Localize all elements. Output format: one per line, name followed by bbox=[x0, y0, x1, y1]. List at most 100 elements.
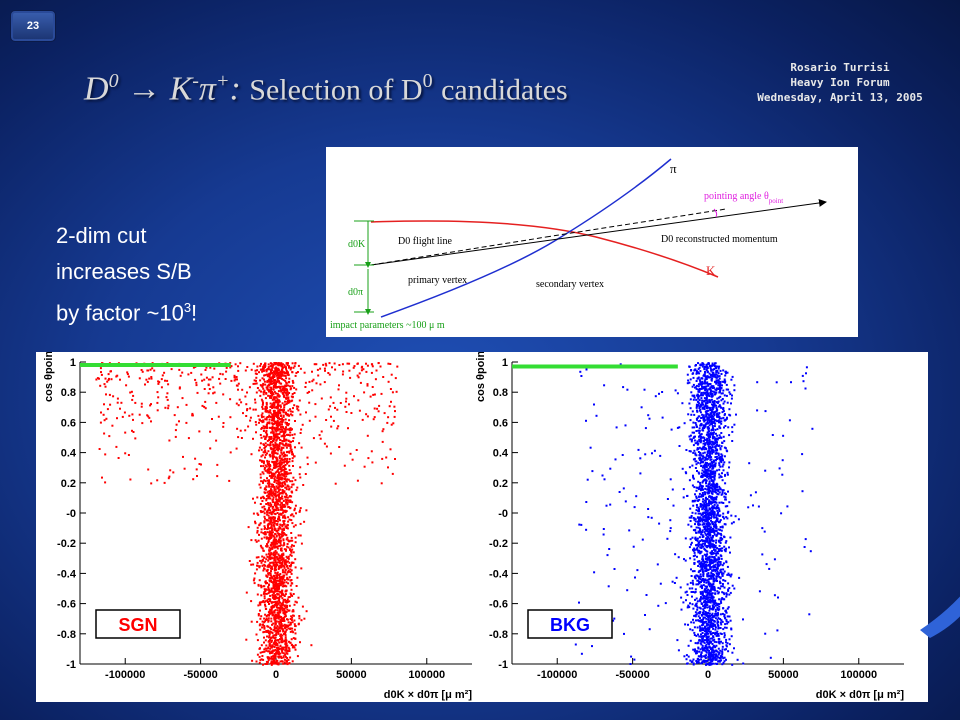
scatter-point bbox=[264, 446, 266, 449]
scatter-point bbox=[714, 614, 717, 617]
scatter-point bbox=[721, 441, 724, 444]
scatter-point bbox=[329, 405, 332, 408]
scatter-point bbox=[710, 526, 713, 529]
scatter-point bbox=[272, 451, 275, 454]
scatter-point bbox=[256, 529, 259, 532]
scatter-point bbox=[272, 445, 275, 448]
scatter-point bbox=[262, 663, 264, 666]
scatter-point bbox=[706, 476, 709, 479]
scatter-point bbox=[260, 459, 263, 462]
scatter-point bbox=[301, 423, 304, 426]
scatter-point bbox=[356, 374, 359, 377]
scatter-point bbox=[250, 539, 253, 542]
scatter-point bbox=[726, 615, 729, 618]
scatter-point bbox=[701, 648, 704, 650]
scatter-point bbox=[293, 365, 296, 368]
scatter-point bbox=[280, 506, 283, 509]
scatter-point bbox=[273, 559, 276, 562]
scatter-point bbox=[271, 604, 274, 607]
scatter-point bbox=[275, 540, 277, 543]
scatter-point bbox=[708, 544, 711, 547]
scatter-point bbox=[262, 592, 265, 595]
scatter-point bbox=[263, 536, 266, 539]
scatter-point bbox=[713, 425, 716, 428]
scatter-point bbox=[288, 366, 290, 369]
scatter-point bbox=[698, 388, 701, 390]
y-tick-label-1-6: -0.2 bbox=[489, 538, 508, 550]
scatter-point bbox=[711, 462, 714, 465]
scatter-point bbox=[742, 662, 745, 665]
scatter-point bbox=[701, 403, 704, 406]
impact-label: impact parameters ~100 μ m bbox=[330, 320, 445, 331]
scatter-point bbox=[290, 449, 293, 452]
scatter-point bbox=[270, 662, 273, 665]
scatter-point bbox=[267, 527, 270, 530]
scatter-point bbox=[291, 513, 294, 516]
scatter-point bbox=[285, 549, 287, 552]
scatter-point bbox=[261, 559, 264, 562]
scatter-point bbox=[279, 508, 282, 511]
scatter-point bbox=[731, 394, 733, 397]
scatter-point bbox=[279, 584, 282, 587]
scatter-point bbox=[262, 430, 265, 432]
scatter-point bbox=[282, 603, 284, 606]
scatter-point bbox=[271, 623, 273, 626]
scatter-point bbox=[695, 384, 698, 387]
scatter-point bbox=[271, 472, 273, 475]
scatter-point bbox=[728, 638, 731, 641]
scatter-point bbox=[719, 427, 722, 430]
scatter-point bbox=[692, 476, 695, 479]
scatter-point bbox=[277, 579, 280, 582]
scatter-point bbox=[270, 655, 273, 658]
scatter-point bbox=[731, 440, 734, 442]
scatter-point bbox=[387, 416, 390, 419]
scatter-point bbox=[288, 392, 291, 394]
scatter-point bbox=[131, 413, 134, 416]
scatter-point bbox=[277, 423, 280, 426]
scatter-point bbox=[299, 641, 301, 644]
scatter-point bbox=[708, 663, 711, 666]
scatter-point bbox=[297, 534, 300, 537]
scatter-point bbox=[182, 455, 184, 458]
scatter-point bbox=[728, 587, 731, 590]
scatter-point bbox=[386, 421, 389, 424]
scatter-point bbox=[101, 476, 103, 479]
scatter-point bbox=[272, 440, 275, 443]
scatter-point bbox=[704, 548, 707, 551]
scatter-point bbox=[728, 593, 731, 596]
scatter-point bbox=[705, 645, 707, 648]
scatter-point bbox=[699, 370, 702, 373]
scatter-point bbox=[329, 452, 332, 455]
scatter-point bbox=[692, 607, 695, 610]
scatter-point bbox=[253, 577, 256, 580]
scatter-point bbox=[714, 441, 717, 444]
scatter-point bbox=[700, 465, 703, 467]
scatter-point bbox=[264, 383, 267, 386]
scatter-point bbox=[712, 635, 714, 638]
scatter-point bbox=[348, 403, 350, 406]
pointing-angle-text: pointing angle θ bbox=[704, 191, 769, 202]
scatter-point bbox=[268, 554, 271, 557]
scatter-point bbox=[260, 584, 262, 587]
scatter-point bbox=[700, 454, 703, 457]
scatter-point bbox=[706, 450, 709, 453]
scatter-point bbox=[288, 419, 291, 422]
scatter-point bbox=[116, 401, 119, 404]
scatter-point bbox=[288, 650, 291, 652]
scatter-point bbox=[290, 550, 293, 552]
scatter-point bbox=[281, 607, 284, 610]
scatter-point bbox=[259, 384, 262, 387]
date: Wednesday, April 13, 2005 bbox=[757, 91, 923, 104]
scatter-point bbox=[717, 653, 720, 656]
scatter-point bbox=[260, 510, 263, 513]
scatter-point bbox=[262, 435, 265, 438]
scatter-point bbox=[719, 600, 722, 603]
scatter-point bbox=[265, 647, 268, 650]
scatter-point bbox=[701, 394, 704, 397]
scatter-point bbox=[696, 539, 699, 542]
scatter-point bbox=[283, 543, 286, 546]
x-tick-label-0-1: -50000 bbox=[183, 669, 217, 681]
scatter-point bbox=[268, 466, 271, 468]
scatter-point bbox=[710, 386, 713, 388]
scatter-point bbox=[733, 647, 735, 650]
